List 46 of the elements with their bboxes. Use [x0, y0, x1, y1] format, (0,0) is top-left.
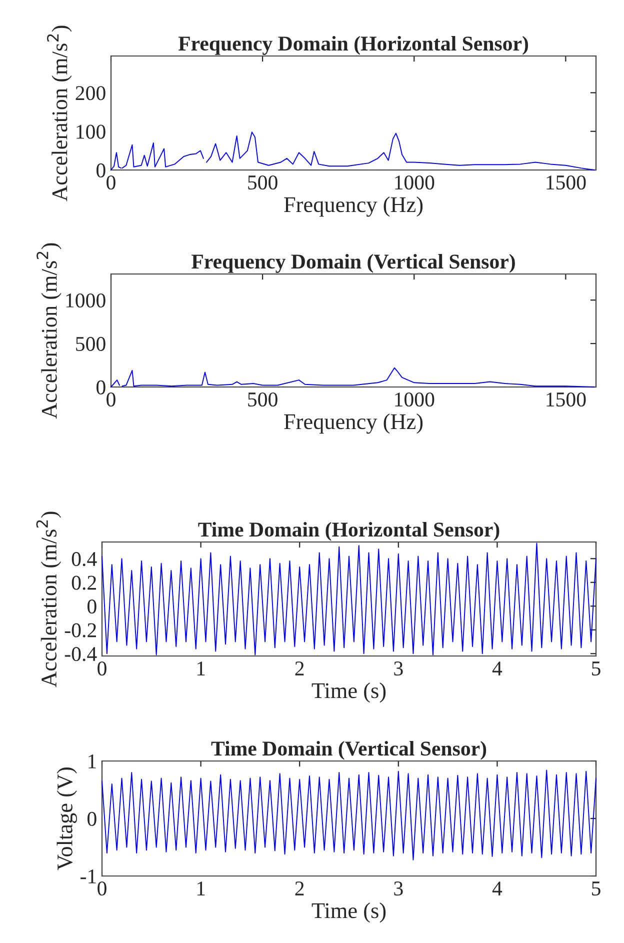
x-tick-label: 5: [592, 882, 600, 896]
x-tick-label: 500: [248, 392, 278, 407]
x-axis-title: Frequency (Hz): [284, 196, 423, 217]
y-tick-label: 100: [76, 124, 106, 139]
x-tick-label: 500: [248, 175, 278, 190]
line-series: [102, 770, 596, 860]
x-tick-label: 1000: [395, 175, 434, 190]
y-tick-label: 0.2: [72, 576, 96, 590]
y-tick-label: -0.4: [64, 647, 97, 662]
x-tick-label: 0: [106, 175, 116, 190]
y-tick-label: 0: [96, 380, 106, 394]
line-series: [102, 542, 596, 656]
x-tick-label: 2: [295, 882, 304, 896]
x-axis-title: Time (s): [312, 902, 386, 923]
y-tick-label: 0: [88, 812, 96, 826]
y-tick-label: 1000: [66, 293, 106, 308]
x-tick-label: 0: [106, 392, 116, 407]
x-tick-label: 3: [394, 662, 403, 676]
y-tick-label: -0.2: [64, 623, 96, 638]
x-tick-label: 1500: [546, 175, 586, 190]
x-tick-label: 1500: [546, 392, 586, 407]
y-axis-title: Acceleration (m/s$^{2}$): [47, 26, 72, 202]
x-tick-label: 5: [592, 662, 600, 676]
y-axis-title: Voltage (V): [56, 768, 78, 870]
y-axis-title: Acceleration (m/s$^{2}$): [36, 243, 62, 419]
x-tick-label: 1: [197, 662, 205, 676]
y-tick-label: 1: [88, 754, 96, 768]
chart-title: Time Domain (Vertical Sensor): [211, 740, 486, 760]
x-axis-title: Time (s): [312, 682, 386, 703]
x-tick-label: 2: [295, 662, 304, 676]
chart-title: Frequency Domain (Horizontal Sensor): [178, 36, 528, 55]
y-axis-title: Acceleration (m/s$^{2}$): [36, 512, 62, 688]
chart-title: Time Domain (Horizontal Sensor): [198, 522, 500, 541]
x-axis-title: Frequency (Hz): [284, 414, 423, 434]
x-tick-label: 4: [492, 662, 502, 676]
y-tick-label: 0: [88, 600, 96, 614]
y-tick-label: -1: [80, 869, 96, 884]
y-tick-label: 500: [76, 336, 106, 351]
x-tick-label: 4: [492, 882, 502, 896]
x-tick-label: 3: [394, 882, 403, 896]
chart-title: Frequency Domain (Vertical Sensor): [192, 254, 515, 273]
x-tick-label: 1000: [395, 392, 434, 407]
y-tick-label: 0.4: [72, 552, 97, 566]
y-tick-label: 200: [76, 86, 106, 100]
x-tick-label: 1: [197, 882, 205, 896]
y-tick-label: 0: [96, 163, 106, 178]
